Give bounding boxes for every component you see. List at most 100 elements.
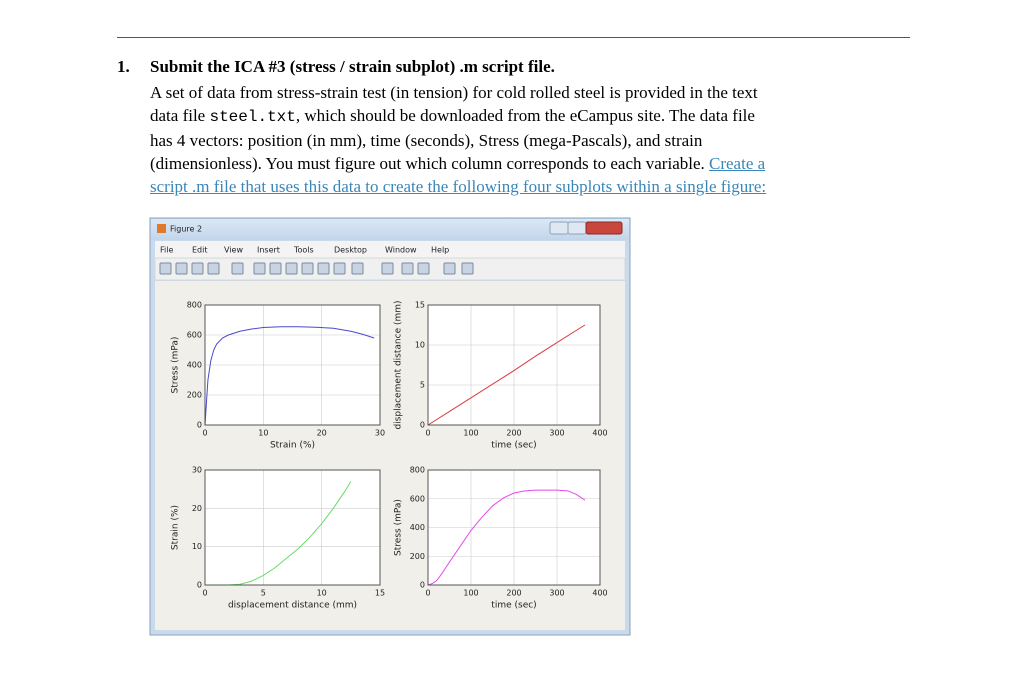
window-title: Figure 2 (170, 225, 202, 234)
x-axis-label: time (sec) (491, 441, 536, 451)
app-icon (157, 224, 166, 233)
x-tick-label: 5 (261, 589, 266, 598)
toolbar-button[interactable] (175, 262, 188, 275)
toolbar-button[interactable] (333, 262, 346, 275)
y-tick-label: 600 (410, 494, 425, 503)
y-tick-label: 0 (420, 581, 425, 590)
item-number: 1. (117, 57, 130, 76)
line (427, 324, 586, 426)
y-tick-label: 5 (420, 381, 425, 390)
toolbar-button[interactable] (301, 262, 314, 275)
toolbar-button[interactable] (159, 262, 172, 275)
axes (204, 469, 381, 586)
x-tick-label: 200 (506, 589, 521, 598)
text-segment: has 4 vectors: position (in mm), time (s… (150, 131, 703, 150)
x-tick-label: 400 (592, 589, 607, 598)
y-tick-label: 15 (415, 301, 425, 310)
toolbar-button[interactable] (191, 262, 204, 275)
text-line: data file steel.txt, which should be dow… (150, 104, 766, 129)
axes-frame (427, 304, 601, 426)
toolbar-button[interactable] (351, 262, 364, 275)
title-bar (151, 219, 629, 240)
rule (117, 37, 910, 38)
y-tick-label: 800 (410, 466, 425, 475)
minimize-button[interactable] (549, 221, 569, 235)
text-segment: A set of data from stress-strain test (i… (150, 83, 758, 102)
toolbar-button[interactable] (231, 262, 244, 275)
x-tick-label: 300 (549, 429, 564, 438)
line (427, 489, 586, 586)
text-segment: data file (150, 106, 210, 125)
y-axis-label: Stress (mPa) (171, 337, 181, 394)
text-line: script .m file that uses this data to cr… (150, 175, 766, 198)
link[interactable]: script .m file that uses this data to cr… (150, 177, 767, 196)
x-tick-label: 20 (317, 429, 327, 438)
menu-item[interactable]: Edit (192, 246, 208, 255)
x-axis-label: Strain (%) (270, 441, 315, 451)
text-line: has 4 vectors: position (in mm), time (s… (150, 129, 766, 152)
x-tick-label: 100 (463, 589, 478, 598)
line (204, 326, 375, 426)
toolbar-button[interactable] (253, 262, 266, 275)
menu-item[interactable]: Tools (293, 246, 314, 255)
toolbar-button[interactable] (317, 262, 330, 275)
toolbar-button[interactable] (285, 262, 298, 275)
menu-item[interactable]: Help (431, 246, 449, 255)
toolbar-button[interactable] (417, 262, 430, 275)
x-tick-label: 0 (425, 589, 430, 598)
menu-item[interactable]: Insert (257, 246, 280, 255)
x-tick-label: 300 (549, 589, 564, 598)
y-tick-label: 0 (197, 581, 202, 590)
y-tick-label: 10 (192, 542, 202, 551)
menu-item[interactable]: View (224, 246, 243, 255)
toolbar-button[interactable] (461, 262, 474, 275)
axes-frame (204, 469, 381, 586)
x-tick-label: 10 (317, 589, 327, 598)
toolbar-button[interactable] (269, 262, 282, 275)
x-axis-label: displacement distance (mm) (228, 601, 357, 611)
y-tick-label: 600 (187, 331, 202, 340)
x-axis-label: time (sec) (491, 601, 536, 611)
y-axis-label: displacement distance (mm) (394, 300, 404, 429)
y-tick-label: 800 (187, 301, 202, 310)
close-button[interactable] (585, 221, 623, 235)
text-segment: , which should be downloaded from the eC… (295, 106, 755, 125)
toolbar-button[interactable] (207, 262, 220, 275)
paragraph: A set of data from stress-strain test (i… (150, 81, 766, 198)
text-segment: steel.txt (209, 108, 296, 126)
y-tick-label: 200 (187, 391, 202, 400)
text-line: A set of data from stress-strain test (i… (150, 81, 766, 104)
toolbar-button[interactable] (401, 262, 414, 275)
x-tick-label: 0 (202, 429, 207, 438)
x-tick-label: 0 (202, 589, 207, 598)
maximize-button[interactable] (567, 221, 587, 235)
x-tick-label: 15 (375, 589, 385, 598)
y-tick-label: 0 (197, 421, 202, 430)
link[interactable]: Create a (709, 154, 766, 173)
axes-frame (204, 304, 381, 426)
y-tick-label: 20 (192, 504, 202, 513)
y-axis-label: Stress (mPa) (394, 499, 404, 556)
y-tick-label: 0 (420, 421, 425, 430)
y-tick-label: 10 (415, 341, 425, 350)
heading: Submit the ICA #3 (stress / strain subpl… (150, 57, 555, 76)
menu-item[interactable]: Window (385, 246, 417, 255)
x-tick-label: 30 (375, 429, 385, 438)
y-tick-label: 30 (192, 466, 202, 475)
menu-bar (155, 241, 625, 258)
y-axis-label: Strain (%) (171, 505, 181, 550)
text-line: (dimensionless). You must figure out whi… (150, 152, 766, 175)
toolbar-button[interactable] (443, 262, 456, 275)
menu-item[interactable]: Desktop (334, 246, 367, 255)
toolbar-button[interactable] (381, 262, 394, 275)
y-tick-label: 200 (410, 552, 425, 561)
x-tick-label: 200 (506, 429, 521, 438)
y-tick-label: 400 (187, 361, 202, 370)
menu-item[interactable]: File (160, 246, 173, 255)
x-tick-label: 10 (258, 429, 268, 438)
x-tick-label: 400 (592, 429, 607, 438)
x-tick-label: 100 (463, 429, 478, 438)
y-tick-label: 400 (410, 523, 425, 532)
x-tick-label: 0 (425, 429, 430, 438)
